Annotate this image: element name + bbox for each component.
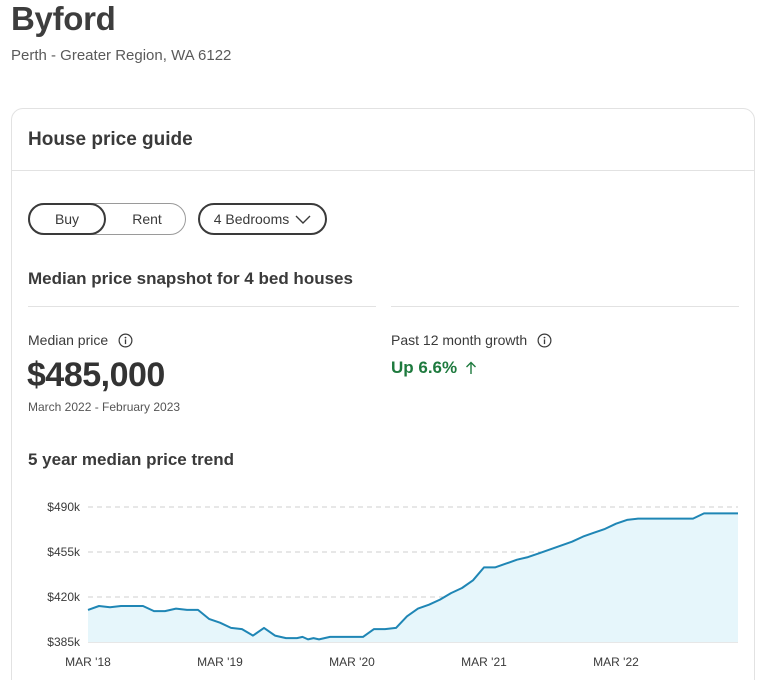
- price-line: [87, 512, 738, 641]
- info-icon[interactable]: [118, 333, 133, 348]
- growth-value-text: Up 6.6%: [391, 358, 458, 377]
- rent-toggle-button[interactable]: Rent: [132, 211, 162, 227]
- divider: [391, 306, 739, 307]
- y-tick-label: $455k: [47, 545, 81, 559]
- x-tick-label: MAR '20: [329, 655, 375, 669]
- snapshot-title: Median price snapshot for 4 bed houses: [28, 269, 353, 288]
- card-title: House price guide: [28, 129, 193, 150]
- y-tick-label: $490k: [47, 500, 81, 514]
- arrow-up-icon: [466, 361, 477, 374]
- x-tick-label: MAR '22: [593, 655, 639, 669]
- divider: [28, 306, 376, 307]
- trend-title: 5 year median price trend: [28, 450, 234, 469]
- median-price-period: March 2022 - February 2023: [28, 400, 181, 414]
- median-price-value: $485,000: [27, 356, 165, 394]
- growth-label-text: Past 12 month growth: [391, 332, 528, 348]
- buy-rent-toggle: Buy Rent: [28, 203, 186, 235]
- x-tick-label: MAR '19: [197, 655, 243, 669]
- chevron-down-icon: [295, 215, 311, 224]
- bedrooms-dropdown-label: 4 Bedrooms: [213, 211, 290, 227]
- bedrooms-dropdown[interactable]: 4 Bedrooms: [198, 203, 327, 235]
- y-tick-label: $420k: [47, 590, 81, 604]
- x-tick-label: MAR '21: [461, 655, 507, 669]
- median-price-label: Median price: [28, 332, 133, 348]
- x-tick-label: MAR '18: [65, 655, 111, 669]
- growth-value: Up 6.6%: [391, 358, 477, 378]
- median-price-label-text: Median price: [28, 332, 109, 348]
- buy-toggle-button[interactable]: Buy: [28, 203, 106, 235]
- y-tick-label: $385k: [47, 635, 81, 649]
- suburb-title: Byford: [11, 0, 116, 37]
- house-price-guide-card: House price guide Buy Rent 4 Bedrooms Me…: [11, 108, 755, 680]
- growth-label: Past 12 month growth: [391, 332, 552, 348]
- suburb-location: Perth - Greater Region, WA 6122: [11, 47, 232, 64]
- price-area: [88, 513, 738, 642]
- info-icon[interactable]: [537, 333, 552, 348]
- card-header: House price guide: [12, 109, 754, 171]
